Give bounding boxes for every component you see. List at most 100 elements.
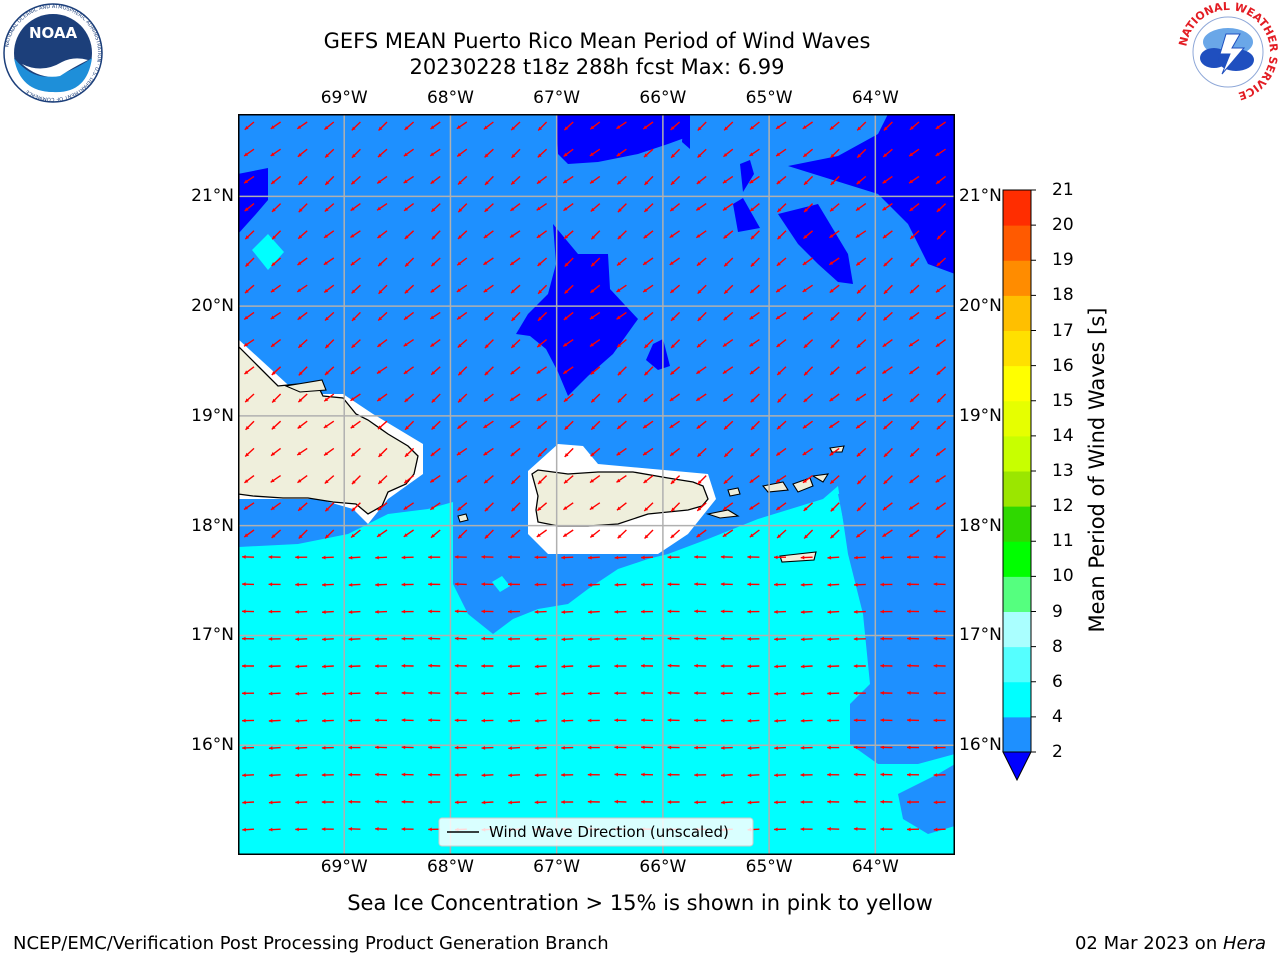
- colorbar-band: [1003, 681, 1031, 718]
- wave-arrow-head: [561, 718, 565, 723]
- wave-arrow-head: [454, 582, 459, 587]
- wave-arrow-head: [936, 180, 941, 184]
- wave-arrow-head: [295, 637, 299, 642]
- wave-arrow-head: [295, 800, 299, 805]
- wave-arrow-head: [456, 125, 461, 129]
- wave-arrow-head: [853, 799, 858, 804]
- colorbar-label: Mean Period of Wind Waves [s]: [1085, 307, 1109, 633]
- wave-arrow-head: [348, 745, 352, 750]
- wave-arrow-head: [244, 207, 249, 212]
- wave-arrow-head: [508, 800, 512, 805]
- wave-arrow-head: [935, 343, 940, 347]
- wave-arrow-head: [907, 691, 911, 695]
- wave-arrow-head: [827, 555, 832, 560]
- period-below-2-region: [646, 339, 670, 370]
- map-frame: [238, 114, 955, 855]
- wave-arrow-head: [694, 609, 698, 614]
- wave-arrow-head: [481, 691, 485, 696]
- wave-arrow-head: [617, 371, 622, 376]
- wave-arrow-head: [696, 370, 701, 374]
- colorbar-tick-label: 6: [1052, 671, 1063, 692]
- wave-arrow-head: [321, 827, 326, 832]
- wave-arrow-head: [907, 609, 911, 614]
- wave-arrow-head: [694, 636, 698, 641]
- colorbar-band: [1003, 506, 1031, 542]
- wave-arrow-head: [697, 317, 702, 321]
- wave-arrow-head: [590, 533, 595, 538]
- wave-arrow-head: [694, 773, 698, 777]
- wave-arrow-head: [669, 261, 674, 265]
- wave-arrow-head: [537, 316, 542, 321]
- wave-arrow-head: [803, 153, 808, 157]
- wave-arrow-head: [483, 125, 488, 130]
- wave-arrow-head: [323, 261, 328, 265]
- wave-arrow-head: [403, 179, 408, 184]
- wave-arrow-head: [694, 582, 698, 587]
- lon-tick-label: 69°W: [320, 88, 368, 108]
- wave-arrow-head: [617, 235, 622, 240]
- wave-arrow-head: [484, 479, 489, 484]
- wave-arrow-head: [829, 288, 834, 293]
- wave-arrow-head: [324, 125, 329, 130]
- wave-arrow-head: [857, 153, 862, 158]
- wave-arrow-head: [747, 773, 752, 778]
- chart-title: GEFS MEAN Puerto Rico Mean Period of Win…: [323, 29, 871, 53]
- wave-arrow-head: [271, 343, 276, 347]
- period-below-2-region: [778, 204, 853, 284]
- wave-arrow-head: [827, 718, 831, 723]
- wave-arrow-head: [777, 534, 781, 539]
- lat-tick-label: 16°N: [959, 735, 1002, 756]
- wave-arrow-head: [588, 582, 592, 587]
- wave-arrow-head: [454, 773, 459, 777]
- wave-arrow-head: [694, 745, 698, 750]
- wave-arrow-head: [882, 369, 887, 374]
- wave-arrow-head: [271, 534, 276, 538]
- wave-arrow-head: [697, 126, 702, 131]
- wave-arrow-head: [853, 772, 858, 777]
- wave-arrow-head: [561, 555, 565, 560]
- period-4-6-region: [239, 486, 954, 854]
- wave-arrow-head: [588, 610, 592, 614]
- wave-arrow-head: [244, 370, 249, 375]
- wave-arrow-head: [643, 153, 648, 158]
- wave-arrow-head: [350, 207, 355, 211]
- lat-tick-label: 21°N: [959, 186, 1002, 207]
- wave-arrow-head: [242, 746, 246, 750]
- wave-arrow-head: [827, 637, 832, 642]
- wave-arrow-head: [614, 582, 619, 587]
- lon-tick-label: 65°W: [745, 88, 793, 108]
- colorbar-tick-label: 10: [1052, 566, 1074, 587]
- wave-arrow-head: [883, 453, 888, 457]
- wave-arrow-head: [669, 424, 674, 428]
- wave-arrow-head: [590, 207, 595, 212]
- wave-arrow-head: [723, 397, 728, 402]
- wave-arrow-head: [401, 636, 406, 641]
- wave-arrow-head: [855, 206, 860, 211]
- wave-arrow-head: [694, 691, 698, 695]
- wave-arrow-head: [641, 799, 645, 804]
- wave-arrow-head: [375, 555, 379, 560]
- wave-arrow-head: [617, 398, 622, 403]
- wave-arrow-head: [829, 125, 834, 130]
- wave-arrow-head: [694, 718, 698, 723]
- wave-arrow-head: [271, 371, 276, 375]
- wave-arrow-head: [534, 691, 539, 696]
- wave-arrow-head: [800, 691, 805, 696]
- wave-arrow-head: [643, 261, 648, 265]
- wave-arrow-head: [614, 745, 619, 750]
- wave-arrow-head: [404, 289, 409, 294]
- wave-arrow-head: [375, 772, 379, 777]
- wave-arrow-head: [696, 424, 701, 429]
- wave-arrow-head: [644, 344, 649, 349]
- wave-arrow-head: [510, 424, 515, 429]
- wave-arrow-head: [910, 425, 915, 430]
- wave-arrow-head: [614, 664, 618, 668]
- wave-arrow-head: [749, 342, 754, 347]
- wave-arrow-head: [749, 370, 754, 375]
- wave-arrow-head: [830, 507, 835, 512]
- wave-arrow-head: [591, 235, 596, 240]
- wave-arrow-head: [880, 745, 885, 750]
- wave-arrow-head: [377, 179, 382, 184]
- wave-arrow-head: [670, 289, 675, 293]
- wave-arrow-head: [351, 480, 356, 485]
